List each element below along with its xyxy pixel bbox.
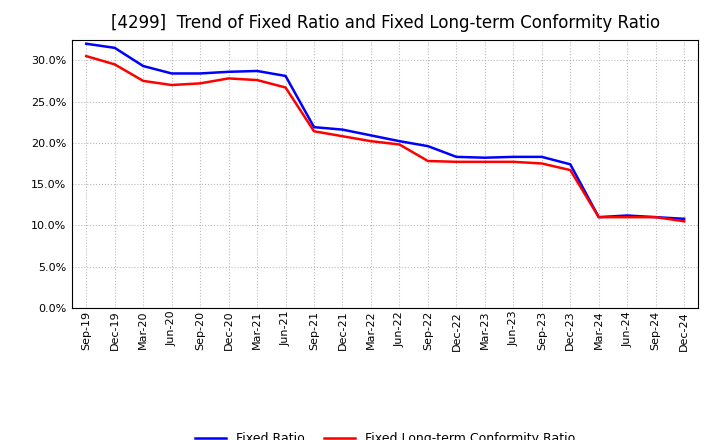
Fixed Ratio bbox=[566, 161, 575, 167]
Fixed Long-term Conformity Ratio bbox=[167, 82, 176, 88]
Fixed Ratio bbox=[366, 133, 375, 138]
Fixed Long-term Conformity Ratio bbox=[110, 62, 119, 67]
Fixed Ratio bbox=[395, 139, 404, 144]
Fixed Long-term Conformity Ratio bbox=[452, 159, 461, 165]
Fixed Long-term Conformity Ratio bbox=[82, 54, 91, 59]
Line: Fixed Long-term Conformity Ratio: Fixed Long-term Conformity Ratio bbox=[86, 56, 684, 221]
Fixed Ratio bbox=[452, 154, 461, 160]
Fixed Long-term Conformity Ratio bbox=[196, 81, 204, 86]
Fixed Long-term Conformity Ratio bbox=[225, 76, 233, 81]
Fixed Ratio bbox=[680, 216, 688, 221]
Fixed Long-term Conformity Ratio bbox=[480, 159, 489, 165]
Fixed Ratio bbox=[110, 45, 119, 51]
Fixed Ratio bbox=[225, 69, 233, 74]
Fixed Ratio bbox=[310, 125, 318, 130]
Fixed Ratio bbox=[623, 213, 631, 218]
Fixed Ratio bbox=[253, 68, 261, 73]
Fixed Ratio bbox=[338, 127, 347, 132]
Fixed Ratio bbox=[480, 155, 489, 160]
Fixed Long-term Conformity Ratio bbox=[139, 78, 148, 84]
Legend: Fixed Ratio, Fixed Long-term Conformity Ratio: Fixed Ratio, Fixed Long-term Conformity … bbox=[190, 427, 580, 440]
Fixed Ratio bbox=[537, 154, 546, 160]
Fixed Long-term Conformity Ratio bbox=[537, 161, 546, 166]
Fixed Long-term Conformity Ratio bbox=[423, 158, 432, 164]
Fixed Long-term Conformity Ratio bbox=[253, 77, 261, 83]
Fixed Long-term Conformity Ratio bbox=[282, 85, 290, 90]
Fixed Long-term Conformity Ratio bbox=[310, 128, 318, 134]
Fixed Ratio bbox=[167, 71, 176, 76]
Fixed Long-term Conformity Ratio bbox=[366, 139, 375, 144]
Fixed Long-term Conformity Ratio bbox=[509, 159, 518, 165]
Fixed Ratio bbox=[282, 73, 290, 79]
Fixed Long-term Conformity Ratio bbox=[566, 168, 575, 173]
Fixed Ratio bbox=[652, 215, 660, 220]
Fixed Long-term Conformity Ratio bbox=[338, 134, 347, 139]
Line: Fixed Ratio: Fixed Ratio bbox=[86, 44, 684, 219]
Fixed Ratio bbox=[595, 215, 603, 220]
Fixed Long-term Conformity Ratio bbox=[395, 142, 404, 147]
Fixed Ratio bbox=[82, 41, 91, 46]
Fixed Long-term Conformity Ratio bbox=[623, 215, 631, 220]
Fixed Long-term Conformity Ratio bbox=[680, 219, 688, 224]
Fixed Long-term Conformity Ratio bbox=[652, 215, 660, 220]
Title: [4299]  Trend of Fixed Ratio and Fixed Long-term Conformity Ratio: [4299] Trend of Fixed Ratio and Fixed Lo… bbox=[111, 15, 660, 33]
Fixed Long-term Conformity Ratio bbox=[595, 215, 603, 220]
Fixed Ratio bbox=[423, 143, 432, 149]
Fixed Ratio bbox=[196, 71, 204, 76]
Fixed Ratio bbox=[509, 154, 518, 160]
Fixed Ratio bbox=[139, 63, 148, 69]
